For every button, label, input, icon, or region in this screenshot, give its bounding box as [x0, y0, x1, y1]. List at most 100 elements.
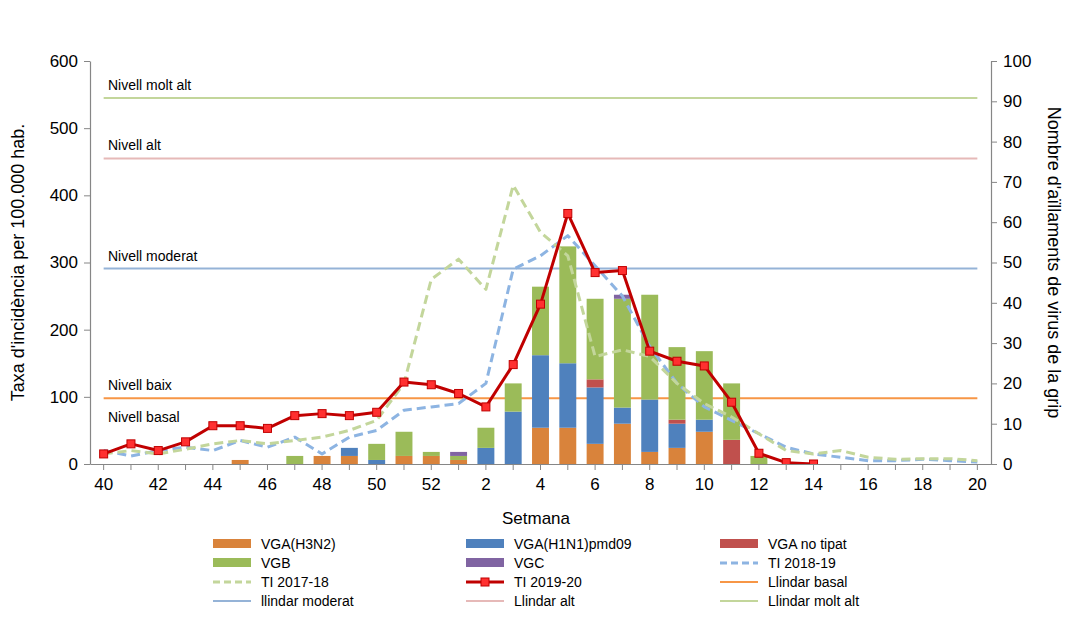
tick-mark	[731, 464, 732, 470]
tick-mark	[458, 464, 459, 470]
tick	[513, 464, 514, 470]
tick: 80	[991, 133, 1022, 152]
threshold-label: Nivell alt	[108, 137, 161, 153]
bar	[341, 447, 358, 448]
tick-mark	[376, 464, 377, 470]
threshold-line	[104, 157, 978, 159]
bar	[477, 427, 494, 428]
tick-label: 400	[50, 186, 78, 205]
legend-label: VGC	[514, 555, 544, 571]
bar	[232, 459, 249, 460]
yticks-axis: 0100200300400500600	[50, 52, 91, 474]
threshold-label: Nivell moderat	[108, 248, 198, 264]
tick: 44	[203, 464, 222, 494]
series-line	[104, 213, 814, 464]
tick-label: 14	[804, 475, 823, 494]
legend-swatch	[466, 600, 504, 602]
bar	[450, 456, 467, 460]
tick	[786, 464, 787, 470]
legend-item: VGC	[466, 555, 544, 571]
bar	[669, 424, 686, 448]
tick: 12	[749, 464, 768, 494]
threshold-labels: Nivell baixNivell basalNivell moderatNiv…	[108, 77, 198, 425]
line-marker	[100, 450, 108, 458]
tick: 100	[991, 52, 1031, 71]
legend-swatch	[213, 558, 251, 567]
plot-marks	[100, 98, 978, 464]
tick	[840, 464, 841, 470]
line-marker	[236, 422, 244, 430]
tick: 14	[804, 464, 823, 494]
tick-mark	[991, 343, 997, 344]
tick-mark	[485, 464, 486, 470]
tick-mark	[991, 303, 997, 304]
line-marker	[400, 378, 408, 386]
bar	[532, 428, 549, 464]
legend-item: TI 2018-19	[720, 555, 836, 571]
bar	[232, 459, 249, 460]
tick-label: 6	[590, 475, 599, 494]
tick: 400	[50, 186, 90, 205]
bar	[450, 452, 467, 456]
line-marker	[427, 381, 435, 389]
bar	[559, 246, 576, 247]
bar	[477, 428, 494, 448]
legend-item: Llindar basal	[720, 574, 847, 590]
tick-mark	[322, 464, 323, 470]
tick-label: 42	[149, 475, 168, 494]
bar	[368, 460, 385, 464]
tick-mark	[677, 464, 678, 470]
legend-item: TI 2019-20	[466, 574, 582, 590]
tick-mark	[403, 464, 404, 470]
tick: 600	[50, 52, 90, 71]
bar	[559, 363, 576, 427]
bar	[641, 400, 658, 452]
x-axis: 404244464850522468101214161820	[91, 464, 992, 494]
tick-label: 44	[203, 475, 222, 494]
tick-label: 0	[69, 455, 78, 474]
threshold-line	[104, 268, 978, 270]
tick: 30	[991, 334, 1022, 353]
legend-label: VGB	[261, 555, 291, 571]
line-marker	[127, 440, 135, 448]
tick-label: 30	[1003, 334, 1022, 353]
line-marker	[618, 267, 626, 275]
tick-label: 12	[749, 475, 768, 494]
line-marker	[509, 361, 517, 369]
bar	[532, 287, 549, 356]
axis-line	[90, 62, 91, 465]
legend-item: Llindar alt	[466, 593, 575, 609]
tick-mark	[595, 464, 596, 470]
line-marker	[482, 403, 490, 411]
line-marker	[263, 424, 271, 432]
bar	[368, 444, 385, 460]
legend-item: llindar moderat	[213, 593, 354, 609]
line-marker	[318, 410, 326, 418]
tick	[349, 464, 350, 470]
tick: 2	[481, 464, 490, 494]
legend-item: VGA(H3N2)	[213, 536, 336, 552]
tick-label: 90	[1003, 92, 1022, 111]
legend-swatch	[720, 581, 758, 583]
tick-mark	[185, 464, 186, 470]
bar	[423, 452, 440, 456]
tick-mark	[103, 464, 104, 470]
bar	[341, 448, 358, 456]
tick: 40	[991, 294, 1022, 313]
legend-swatch	[213, 581, 251, 584]
tick-label: 0	[1003, 455, 1012, 474]
tick	[130, 464, 131, 470]
bar	[614, 299, 631, 408]
bar	[286, 455, 303, 456]
legend-label: llindar moderat	[261, 593, 354, 609]
tick-label: 200	[50, 321, 78, 340]
line-marker	[209, 422, 217, 430]
tick-label: 70	[1003, 173, 1022, 192]
tick-label: 4	[536, 475, 545, 494]
tick: 48	[313, 464, 332, 494]
tick-mark	[431, 464, 432, 470]
bar	[696, 351, 713, 352]
tick-label: 40	[1003, 294, 1022, 313]
bar	[396, 432, 413, 456]
bar	[341, 447, 358, 448]
